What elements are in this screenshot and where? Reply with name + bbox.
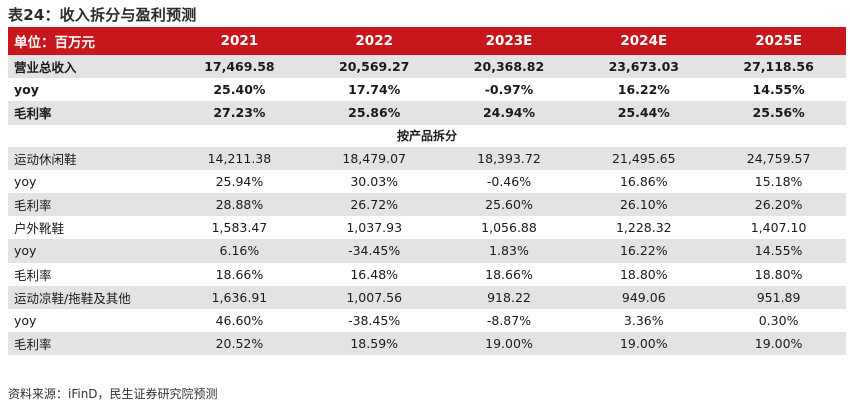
row-casual-shoes-margin: 毛利率 28.88% 26.72% 25.60% 26.10% 26.20% <box>8 192 846 217</box>
table-cell: -38.45% <box>348 312 401 328</box>
table-cell: 25.86% <box>306 101 442 125</box>
row-label: 营业总收入 <box>8 55 172 79</box>
table-header-row: 单位：百万元 2021 2022 2023E 2024E 2025E <box>8 27 846 55</box>
table-cell: 19.00% <box>576 332 712 356</box>
source-note: 资料来源：iFinD，民生证券研究院预测 <box>8 387 218 401</box>
table-cell: 18.80% <box>619 266 668 282</box>
table-cell: 3.36% <box>623 312 664 328</box>
table-cell: 1,583.47 <box>211 220 268 236</box>
table-cell: 14,211.38 <box>172 146 307 170</box>
table-cell: 27,118.56 <box>711 55 846 79</box>
row-label: 毛利率 <box>8 192 172 217</box>
table-cell: 46.60% <box>215 312 264 328</box>
table-cell: 20,569.27 <box>306 55 442 79</box>
row-total-revenue: 营业总收入 17,469.58 20,569.27 20,368.82 23,6… <box>8 55 846 79</box>
table-cell: 15.18% <box>754 173 803 189</box>
table-cell: 25.94% <box>215 173 264 189</box>
table-cell: 27.23% <box>172 101 307 125</box>
table-cell: 18,479.07 <box>306 146 442 170</box>
table-cell: 23,673.03 <box>576 55 712 79</box>
section-label: 按产品拆分 <box>396 129 457 144</box>
table-cell: 25.56% <box>711 101 846 125</box>
row-label: yoy <box>14 82 39 98</box>
row-label: yoy <box>8 239 172 263</box>
table-cell: 26.72% <box>306 192 442 217</box>
row-label: yoy <box>14 173 37 189</box>
row-label: 毛利率 <box>8 332 172 356</box>
table-cell: -0.97% <box>484 82 534 98</box>
row-outdoor-boots-yoy: yoy 6.16% -34.45% 1.83% 16.22% 14.55% <box>8 239 846 263</box>
table-cell: 918.22 <box>441 285 577 309</box>
row-total-gross-margin: 毛利率 27.23% 25.86% 24.94% 25.44% 25.56% <box>8 101 846 125</box>
table-cell: 30.03% <box>350 173 399 189</box>
header-2021: 2021 <box>172 27 307 55</box>
table-title: 表24：收入拆分与盈利预测 <box>8 6 197 24</box>
table-cell: 0.30% <box>758 312 799 328</box>
table-cell: 1,228.32 <box>615 220 672 236</box>
table-cell: 21,495.65 <box>576 146 712 170</box>
table-cell: -0.46% <box>486 173 532 189</box>
table-cell: 1,037.93 <box>346 220 403 236</box>
forecast-table-container: 单位：百万元 2021 2022 2023E 2024E 2025E 营业总收入… <box>8 27 846 356</box>
row-total-yoy: yoy 25.40% 17.74% -0.97% 16.22% 14.55% <box>8 78 846 101</box>
table-cell: 16.22% <box>617 82 670 98</box>
header-2025e: 2025E <box>711 27 846 55</box>
row-label: 毛利率 <box>14 267 52 283</box>
table-cell: 24,759.57 <box>711 146 846 170</box>
table-cell: 17,469.58 <box>172 55 307 79</box>
row-sandals-slippers-yoy: yoy 46.60% -38.45% -8.87% 3.36% 0.30% <box>8 309 846 332</box>
table-cell: 26.20% <box>711 192 846 217</box>
table-cell: -34.45% <box>306 239 442 263</box>
header-2024e: 2024E <box>576 27 712 55</box>
row-outdoor-boots: 户外靴鞋 1,583.47 1,037.93 1,056.88 1,228.32… <box>8 216 846 239</box>
table-cell: 24.94% <box>441 101 577 125</box>
table-cell: 18.59% <box>306 332 442 356</box>
table-cell: 1,056.88 <box>481 220 537 236</box>
table-cell: 20,368.82 <box>441 55 577 79</box>
table-cell: 1,407.10 <box>750 220 807 236</box>
row-sandals-slippers: 运动凉鞋/拖鞋及其他 1,636.91 1,007.56 918.22 949.… <box>8 285 846 309</box>
forecast-table: 单位：百万元 2021 2022 2023E 2024E 2025E 营业总收入… <box>8 27 846 356</box>
table-cell: 14.55% <box>711 239 846 263</box>
table-cell: 25.40% <box>213 82 266 98</box>
row-label: 运动凉鞋/拖鞋及其他 <box>8 285 172 309</box>
table-cell: 16.86% <box>619 173 668 189</box>
table-cell: -8.87% <box>486 312 532 328</box>
header-2023e: 2023E <box>441 27 577 55</box>
row-casual-shoes-yoy: yoy 25.94% 30.03% -0.46% 16.86% 15.18% <box>8 170 846 193</box>
header-2022: 2022 <box>306 27 442 55</box>
table-cell: 1.83% <box>441 239 577 263</box>
table-cell: 16.48% <box>350 266 399 282</box>
table-cell: 14.55% <box>752 82 805 98</box>
table-cell: 19.00% <box>711 332 846 356</box>
table-cell: 16.22% <box>576 239 712 263</box>
table-cell: 951.89 <box>711 285 846 309</box>
table-cell: 1,007.56 <box>306 285 442 309</box>
table-cell: 18.66% <box>215 266 264 282</box>
table-cell: 18.66% <box>485 266 533 282</box>
table-cell: 18,393.72 <box>441 146 577 170</box>
table-cell: 1,636.91 <box>172 285 307 309</box>
table-cell: 6.16% <box>172 239 307 263</box>
table-cell: 25.44% <box>576 101 712 125</box>
table-cell: 26.10% <box>576 192 712 217</box>
table-cell: 19.00% <box>441 332 577 356</box>
table-cell: 949.06 <box>576 285 712 309</box>
row-label: yoy <box>14 312 37 328</box>
table-cell: 17.74% <box>348 82 401 98</box>
table-cell: 20.52% <box>172 332 307 356</box>
row-outdoor-boots-margin: 毛利率 18.66% 16.48% 18.66% 18.80% 18.80% <box>8 263 846 286</box>
header-unit: 单位：百万元 <box>8 27 172 55</box>
row-sandals-slippers-margin: 毛利率 20.52% 18.59% 19.00% 19.00% 19.00% <box>8 332 846 356</box>
table-cell: 25.60% <box>441 192 577 217</box>
row-label: 户外靴鞋 <box>14 221 65 237</box>
row-label: 毛利率 <box>8 101 172 125</box>
table-cell: 28.88% <box>172 192 307 217</box>
row-label: 运动休闲鞋 <box>8 146 172 170</box>
row-casual-shoes: 运动休闲鞋 14,211.38 18,479.07 18,393.72 21,4… <box>8 146 846 170</box>
table-cell: 18.80% <box>754 266 803 282</box>
section-header-row: 按产品拆分 <box>8 125 846 147</box>
